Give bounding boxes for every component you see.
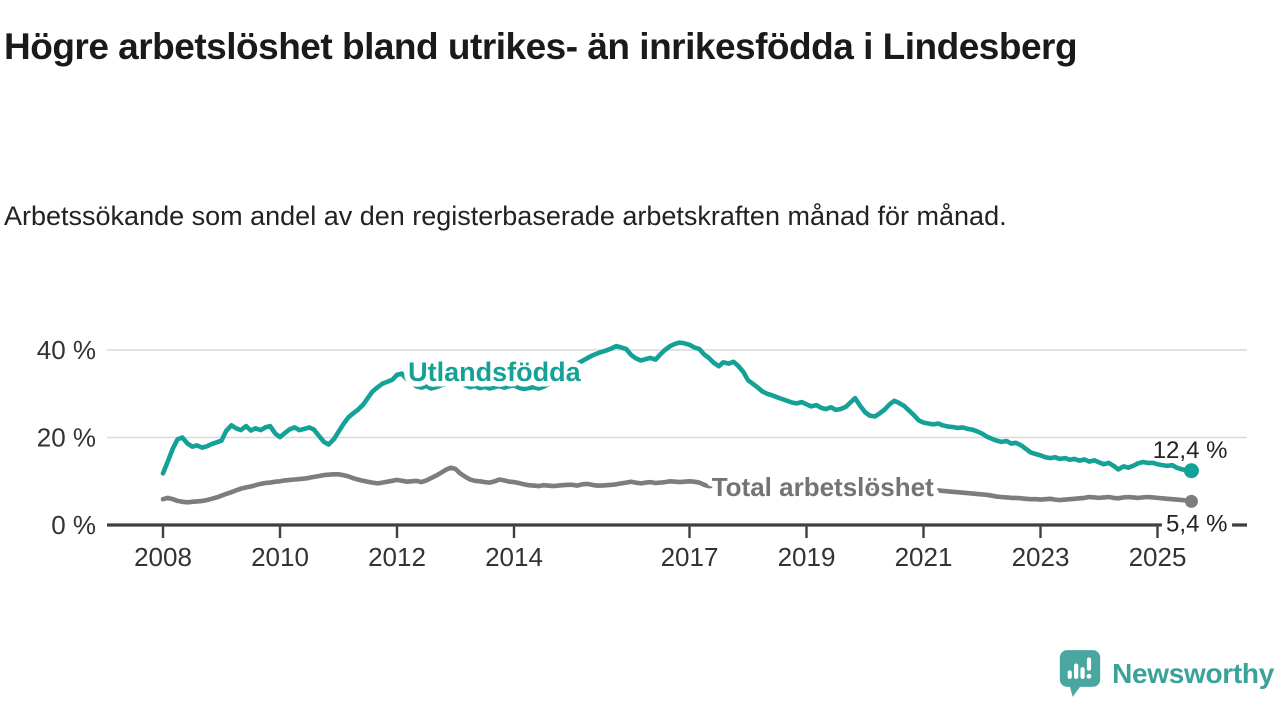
logo-bubble-shape [1059,650,1101,697]
logo-bar-tall [1074,663,1079,680]
x-tick-label-2019: 2019 [778,542,836,572]
y-tick-label-20: 20 % [37,423,96,453]
end-value-label-utlandsfodda: 12,4 % [1153,437,1228,464]
logo-exclamation-dot [1086,673,1092,679]
x-tick-label-2010: 2010 [251,542,309,572]
x-tick-label-2025: 2025 [1129,542,1187,572]
newsworthy-logo-icon [1059,650,1101,697]
x-tick-label-2008: 2008 [134,542,192,572]
brand-name: Newsworthy [1112,658,1274,689]
x-tick-label-2014: 2014 [485,542,543,572]
x-tick-label-2021: 2021 [895,542,953,572]
series-label-total: Total arbetslöshet [712,472,934,502]
y-tick-label-40: 40 % [37,335,96,365]
x-tick-label-2012: 2012 [368,542,426,572]
end-value-label-total: 5,4 % [1166,510,1227,537]
newsworthy-brand: Newsworthy [1058,648,1274,700]
logo-bar-medium [1080,667,1085,680]
page-title: Högre arbetslöshet bland utrikes- än inr… [4,26,1078,67]
series-end-dot-total [1184,494,1198,508]
series-line-utlandsfodda [160,340,1194,476]
series-label-utlandsfodda: Utlandsfödda [408,357,581,387]
chart-subtitle: Arbetssökande som andel av den registerb… [4,201,1007,231]
series-end-dot-utlandsfodda [1183,463,1199,479]
x-tick-label-2017: 2017 [661,542,719,572]
x-tick-label-2023: 2023 [1012,542,1070,572]
logo-bar-short [1067,670,1072,680]
series-line-total [160,465,1194,505]
y-tick-label-0: 0 % [51,510,96,540]
logo-exclamation-bar [1086,657,1092,671]
